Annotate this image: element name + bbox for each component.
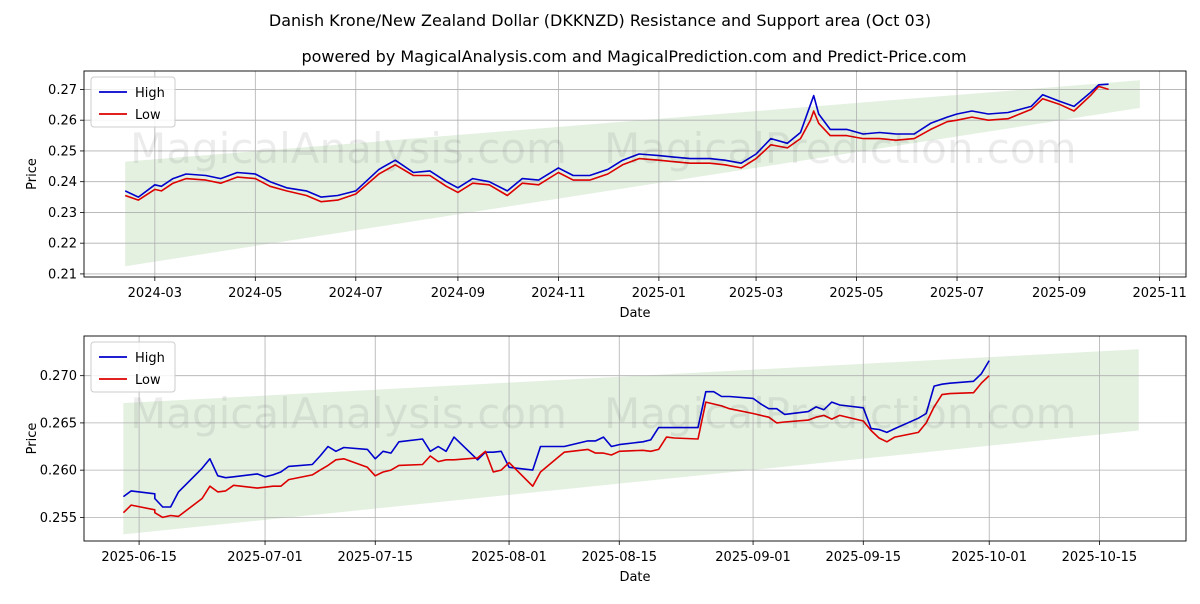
legend-label-low: Low xyxy=(135,373,161,388)
legend-label-low: Low xyxy=(135,108,161,123)
y-tick-label: 0.22 xyxy=(48,237,77,252)
x-tick-label: 2025-08-01 xyxy=(471,550,547,565)
chart-title: Danish Krone/New Zealand Dollar (DKKNZD)… xyxy=(269,11,931,30)
top-panel: 2024-03 2024-05 2024-07 2024-09 2024-11 2025-… xyxy=(25,70,1187,321)
x-tick-label: 2025-10-15 xyxy=(1062,550,1138,565)
x-tick-label: 2025-10-01 xyxy=(951,550,1027,565)
x-tick-label: 2024-09 xyxy=(431,286,485,301)
x-axis-label: Date xyxy=(619,570,650,585)
y-tick-label: 0.27 xyxy=(48,83,77,98)
y-tick-label: 0.255 xyxy=(40,511,77,526)
x-tick-label: 2024-07 xyxy=(329,286,383,301)
x-tick-label: 2025-08-15 xyxy=(581,550,657,565)
series-line-high xyxy=(122,360,990,508)
series-line-low xyxy=(124,85,1109,203)
legend-label-high: High xyxy=(135,351,165,366)
x-tick-label: 2025-11 xyxy=(1132,286,1186,301)
y-tick-label: 0.24 xyxy=(48,175,77,190)
x-tick-label: 2025-09 xyxy=(1032,286,1086,301)
x-tick-label: 2025-07-15 xyxy=(337,550,413,565)
x-tick-label: 2024-03 xyxy=(128,286,182,301)
y-tick-label: 0.26 xyxy=(48,114,77,129)
x-tick-label: 2025-09-15 xyxy=(825,550,901,565)
x-tick-label: 2025-05 xyxy=(829,286,883,301)
x-tick-label: 2024-11 xyxy=(531,286,585,301)
x-tick-label: 2024-05 xyxy=(228,286,282,301)
y-tick-label: 0.260 xyxy=(40,464,77,479)
y-tick-label: 0.21 xyxy=(48,267,77,282)
support-resistance-band xyxy=(123,349,1139,535)
plot-frame xyxy=(83,335,1187,542)
plot-frame xyxy=(83,70,1187,278)
chart-subtitle: powered by MagicalAnalysis.com and Magic… xyxy=(301,47,966,66)
y-tick-label: 0.23 xyxy=(48,206,77,221)
series-line-low xyxy=(122,375,990,519)
support-resistance-band xyxy=(125,80,1140,267)
legend-box xyxy=(90,76,176,128)
series-line-high xyxy=(124,83,1109,198)
bottom-panel: 2025-06-15 2025-07-01 2025-07-15 2025-08-01… xyxy=(25,335,1187,585)
x-tick-label: 2025-07-01 xyxy=(227,550,303,565)
y-tick-label: 0.265 xyxy=(40,416,77,431)
watermark-text: MagicalAnalysis.com xyxy=(130,124,567,173)
legend-label-high: High xyxy=(135,86,165,101)
x-tick-label: 2025-06-15 xyxy=(101,550,177,565)
x-tick-label: 2025-01 xyxy=(632,286,686,301)
x-tick-label: 2025-03 xyxy=(729,286,783,301)
x-axis-label: Date xyxy=(619,306,650,321)
y-tick-label: 0.25 xyxy=(48,144,77,159)
watermark-text: MagicalPrediction.com xyxy=(604,124,1077,173)
watermark-text: MagicalAnalysis.com xyxy=(130,389,567,438)
watermark-text: MagicalPrediction.com xyxy=(604,389,1077,438)
y-axis-label: Price xyxy=(25,423,40,455)
y-tick-label: 0.270 xyxy=(40,369,77,384)
x-tick-label: 2025-09-01 xyxy=(715,550,791,565)
y-axis-label: Price xyxy=(25,158,40,190)
legend-box xyxy=(90,341,176,393)
x-tick-label: 2025-07 xyxy=(930,286,984,301)
